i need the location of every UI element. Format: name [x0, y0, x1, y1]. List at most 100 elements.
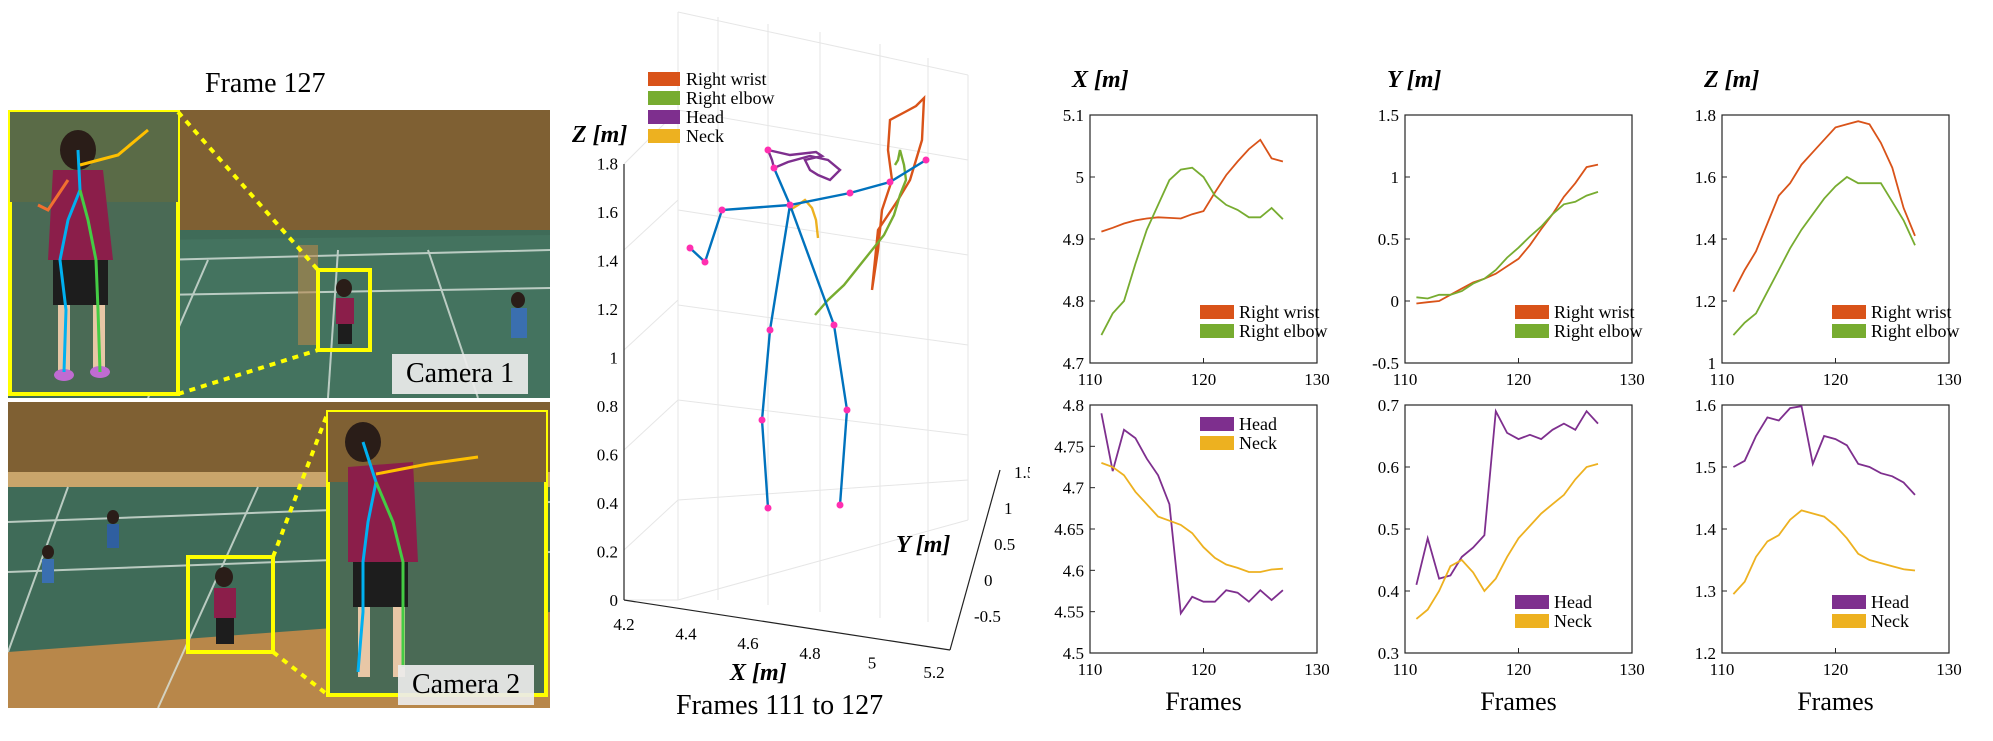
y-tick-label: 4.65	[1054, 520, 1084, 539]
y-tick-label: 0.3	[1378, 644, 1399, 663]
legend-label: Head	[1239, 414, 1277, 434]
x-tick-label: 130	[1619, 370, 1645, 389]
x-tick-label: 120	[1191, 660, 1217, 679]
y-tick-label: 1.6	[1695, 396, 1716, 415]
y-tick-label: 1.5	[1014, 463, 1030, 482]
legend-swatch	[648, 91, 680, 105]
y-tick-label: 1.5	[1695, 458, 1716, 477]
z-tick-label: 0.4	[597, 494, 619, 513]
y-axis-label: Y [m]	[896, 532, 950, 558]
chart-title: X [m]	[1071, 67, 1129, 93]
y-tick-label: 1.2	[1695, 292, 1716, 311]
z-tick-label: 1	[610, 349, 619, 368]
frame-title: Frame 127	[205, 68, 326, 99]
y-tick-labels: -0.5 00.5 1 1.5	[974, 463, 1030, 626]
camera1-photo	[8, 110, 550, 398]
x-tick-label: 120	[1823, 660, 1849, 679]
y-tick-label: 5.1	[1063, 106, 1084, 125]
legend-swatch	[648, 72, 680, 86]
z-tick-label: 0.8	[597, 397, 618, 416]
legend-label: Neck	[1871, 611, 1909, 631]
y-tick-label: 4.9	[1063, 230, 1084, 249]
x-tick-label: 110	[1710, 370, 1735, 389]
legend-label: Right elbow	[1239, 321, 1328, 341]
y-tick-label: 1	[1391, 168, 1400, 187]
x-tick-label: 130	[1936, 660, 1962, 679]
legend-label: Right elbow	[1871, 321, 1960, 341]
legend-label: Neck	[1554, 611, 1592, 631]
x-tick-label: 120	[1191, 370, 1217, 389]
x-tick-label: 120	[1506, 660, 1532, 679]
right-elbow-trajectory	[814, 149, 908, 316]
z-axis-label: Z [m]	[571, 122, 627, 148]
chart-frame	[1721, 404, 1950, 654]
legend-label: Right elbow	[1554, 321, 1643, 341]
z-tick-label: 1.6	[597, 203, 618, 222]
skeleton-joints	[686, 146, 930, 512]
x-tick-label: 4.2	[613, 615, 634, 634]
legend-swatch	[1200, 417, 1234, 431]
series-line	[1732, 405, 1916, 496]
z-tick-label: 0.6	[597, 446, 618, 465]
legend-swatch	[1515, 324, 1549, 338]
series-line	[1101, 138, 1284, 233]
x-tick-label: 120	[1506, 370, 1532, 389]
series-line	[1732, 120, 1916, 293]
x-tick-label: 110	[1393, 660, 1418, 679]
plot3d-grid	[623, 11, 969, 622]
chart-title: Z [m]	[1703, 67, 1759, 93]
legend-swatch	[1200, 324, 1234, 338]
x-axis-label: Frames	[1480, 687, 1557, 716]
y-tick-label: 1.2	[1695, 644, 1716, 663]
x-tick-label: 120	[1823, 370, 1849, 389]
y-tick-label: 0.5	[1378, 230, 1399, 249]
y-tick-label: 1.4	[1695, 520, 1717, 539]
legend-label: Right wrist	[1554, 302, 1635, 322]
y-tick-label: 1.5	[1378, 106, 1399, 125]
y-tick-label: 4.55	[1054, 603, 1084, 622]
camera1-label: Camera 1	[392, 354, 529, 394]
z-tick-labels: 0 0.2 0.4 0.6 0.8 1 1.2 1.4 1.6 1.8	[597, 155, 619, 611]
legend-swatch	[648, 129, 680, 143]
y-tick-label: 0.5	[1378, 520, 1399, 539]
x-tick-label: 4.8	[799, 644, 820, 663]
neck-trajectory	[789, 198, 820, 239]
x-tick-label: 5	[868, 653, 877, 672]
head-trajectory	[766, 148, 842, 182]
y-tick-label: 1.3	[1695, 582, 1716, 601]
x-tick-label: 4.4	[675, 625, 697, 644]
x-tick-label: 110	[1078, 370, 1103, 389]
y-tick-label: 0.4	[1378, 582, 1400, 601]
x-tick-label: 110	[1710, 660, 1735, 679]
x-tick-label: 130	[1619, 660, 1645, 679]
y-tick-label: -0.5	[1372, 354, 1399, 373]
plot3d-axes	[623, 164, 1001, 651]
legend-swatch	[1515, 595, 1549, 609]
x-tick-label: 110	[1078, 660, 1103, 679]
y-tick-label: 4.8	[1063, 292, 1084, 311]
legend-label: Head	[1554, 592, 1592, 612]
camera2-photo	[8, 402, 550, 708]
z-tick-label: 1.4	[597, 252, 619, 271]
y-tick-label: 1	[1004, 499, 1013, 518]
x-axis-label: X [m]	[729, 660, 787, 686]
legend-swatch	[1832, 614, 1866, 628]
legend-label: Head	[1871, 592, 1909, 612]
legend-swatch	[1515, 614, 1549, 628]
y-tick-label: 4.8	[1063, 396, 1084, 415]
y-tick-label: -0.5	[974, 607, 1001, 626]
legend-swatch	[1832, 305, 1866, 319]
z-tick-label: 0.2	[597, 543, 618, 562]
y-tick-label: 1.6	[1695, 168, 1716, 187]
camera2-label: Camera 2	[398, 665, 535, 705]
legend-swatch	[1515, 305, 1549, 319]
y-tick-label: 1.8	[1695, 106, 1716, 125]
legend-label: Right elbow	[686, 88, 775, 108]
legend-swatch	[1200, 305, 1234, 319]
y-tick-label: 4.6	[1063, 561, 1084, 580]
legend-label: Head	[686, 107, 724, 127]
legend-swatch	[1832, 595, 1866, 609]
